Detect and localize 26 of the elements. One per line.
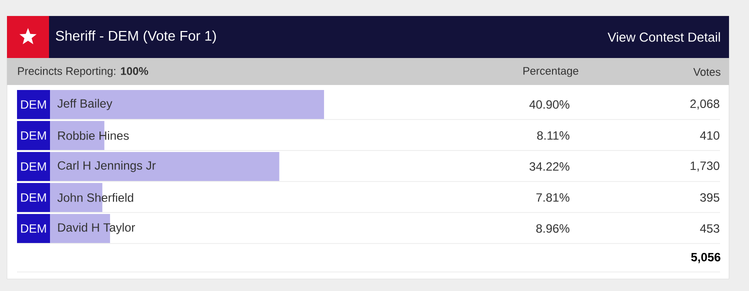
- data-label: 40.90%: [529, 100, 570, 109]
- data-label: 34.22%: [530, 162, 570, 171]
- y-tick-label: Jeff Bailey: [57, 98, 112, 110]
- y-tick-label: Carl H Jennings Jr: [58, 160, 156, 172]
- y-tick-label: Robbie Hines: [58, 131, 129, 140]
- text: DEM: [21, 100, 46, 109]
- data-label: 7.81%: [536, 193, 570, 202]
- text: DEM: [21, 224, 46, 233]
- chart-subtitle: Precincts Reporting: 100%: [18, 66, 148, 78]
- text: View Contest Detail: [608, 32, 720, 42]
- annotation: 410: [700, 131, 720, 140]
- annotation: 1,730: [690, 162, 720, 172]
- annotation: 395: [700, 193, 720, 202]
- text: DEM: [21, 193, 46, 202]
- y-tick-label: David H Taylor: [58, 222, 136, 234]
- annotation: 453: [700, 224, 720, 233]
- text: DEM: [21, 131, 46, 140]
- y-tick-label: John Sherfield: [57, 193, 134, 202]
- annotation: 2,068: [690, 100, 720, 110]
- text: 5,056: [691, 252, 720, 264]
- text: DEM: [21, 162, 46, 171]
- chart-title: Sheriff - DEM (Vote For 1): [56, 30, 216, 44]
- text: Percentage: [523, 67, 578, 77]
- data-label: 8.11%: [537, 131, 570, 140]
- text: Votes: [693, 68, 720, 76]
- data-label: 8.96%: [536, 224, 570, 233]
